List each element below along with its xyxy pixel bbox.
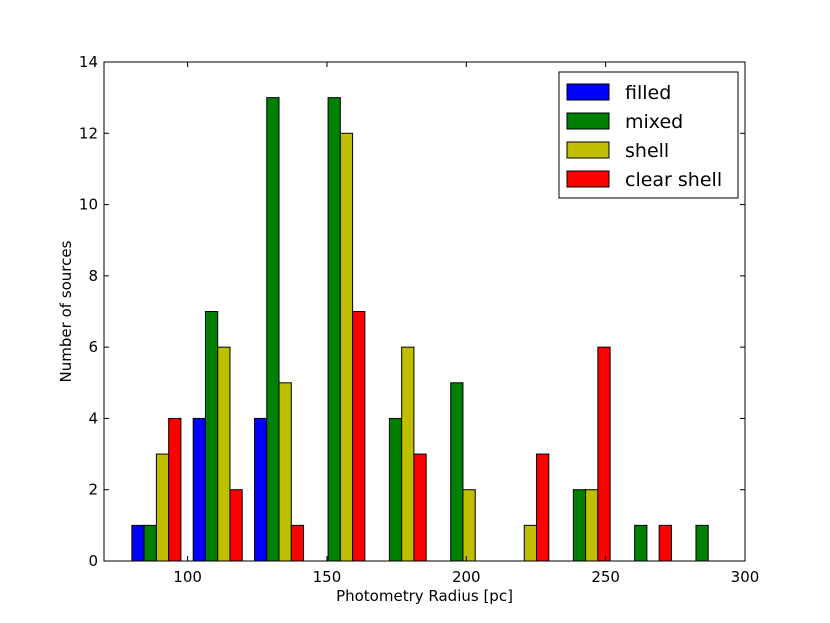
legend-label-mixed: mixed bbox=[625, 111, 683, 133]
bar-mixed-bin-3 bbox=[327, 97, 341, 562]
bar-clear-shell-bin-3 bbox=[352, 311, 366, 562]
legend-swatch-clear-shell bbox=[566, 170, 610, 188]
legend-label-shell: shell bbox=[625, 140, 669, 162]
bar-shell-bin-2 bbox=[278, 382, 292, 562]
x-axis-label: Photometry Radius [pc] bbox=[336, 587, 513, 605]
y-tick-label-6: 6 bbox=[88, 338, 98, 356]
bar-clear-shell-bin-6 bbox=[536, 453, 550, 562]
bar-filled-bin-2 bbox=[253, 417, 268, 562]
y-tick-label-12: 12 bbox=[79, 124, 98, 142]
y-axis-label: Number of sources bbox=[57, 240, 75, 382]
x-tick-label-150: 150 bbox=[313, 568, 342, 586]
legend-swatch-shell bbox=[566, 141, 610, 159]
bar-shell-bin-4 bbox=[401, 346, 415, 562]
legend-swatch-mixed bbox=[566, 112, 610, 130]
y-tick-label-14: 14 bbox=[79, 53, 98, 71]
bar-clear-shell-bin-1 bbox=[229, 489, 243, 562]
bar-filled-bin-0 bbox=[131, 524, 145, 562]
bar-filled-bin-1 bbox=[192, 417, 206, 562]
bar-clear-shell-bin-4 bbox=[413, 453, 427, 562]
bar-mixed-bin-2 bbox=[266, 97, 280, 562]
y-tick-label-8: 8 bbox=[88, 267, 98, 285]
bar-mixed-bin-1 bbox=[204, 311, 219, 562]
bar-clear-shell-bin-2 bbox=[290, 524, 305, 562]
x-tick-label-300: 300 bbox=[731, 568, 760, 586]
y-tick-label-0: 0 bbox=[88, 552, 98, 570]
legend: filled mixed shell clear shell bbox=[558, 71, 739, 199]
bar-mixed-bin-8 bbox=[634, 524, 648, 562]
y-tick-label-10: 10 bbox=[79, 196, 98, 214]
x-tick-label-100: 100 bbox=[173, 568, 202, 586]
bar-shell-bin-5 bbox=[462, 489, 476, 562]
y-tick-label-4: 4 bbox=[88, 409, 98, 427]
x-tick-label-250: 250 bbox=[591, 568, 620, 586]
legend-label-filled: filled bbox=[625, 82, 671, 104]
bar-shell-bin-1 bbox=[217, 346, 231, 562]
axes-group: 100 150 200 250 300 0 2 4 6 8 10 12 14 bbox=[79, 53, 759, 586]
bar-clear-shell-bin-0 bbox=[168, 417, 182, 562]
bar-clear-shell-bin-7 bbox=[597, 346, 611, 562]
bar-mixed-bin-0 bbox=[143, 524, 157, 562]
bar-shell-bin-0 bbox=[155, 453, 170, 562]
bar-clear-shell-bin-8 bbox=[658, 524, 672, 562]
plot-frame bbox=[103, 61, 746, 562]
bar-shell-bin-7 bbox=[585, 489, 599, 562]
bar-mixed-bin-4 bbox=[388, 417, 403, 562]
bar-mixed-bin-9 bbox=[695, 524, 709, 562]
legend-swatch-filled bbox=[566, 83, 610, 101]
legend-label-clear-shell: clear shell bbox=[625, 169, 722, 191]
x-tick-label-200: 200 bbox=[452, 568, 481, 586]
bar-mixed-bin-7 bbox=[572, 489, 587, 562]
bar-shell-bin-3 bbox=[339, 132, 354, 562]
bar-mixed-bin-5 bbox=[450, 382, 464, 562]
y-tick-label-2: 2 bbox=[88, 481, 98, 499]
bar-shell-bin-6 bbox=[523, 524, 538, 562]
